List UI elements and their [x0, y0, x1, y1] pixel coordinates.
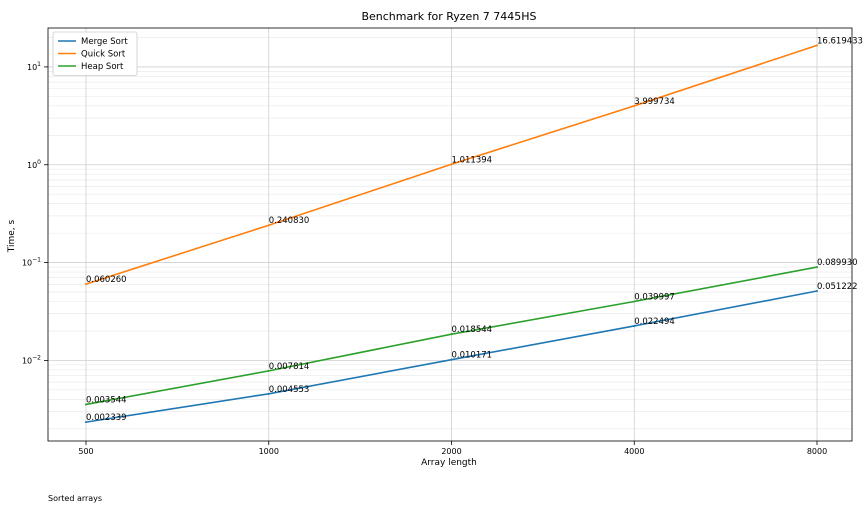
- x-tick-label: 2000: [441, 447, 461, 456]
- data-point: [450, 333, 453, 336]
- data-label: 0.089930: [817, 258, 858, 268]
- y-tick-label: 101: [27, 61, 41, 72]
- data-label: 0.051222: [817, 282, 858, 292]
- data-label: 0.039997: [634, 293, 675, 303]
- x-tick-label: 1000: [259, 447, 279, 456]
- data-point: [267, 392, 270, 395]
- data-point: [267, 369, 270, 372]
- data-point: [85, 421, 87, 424]
- x-tick-label: 500: [78, 447, 93, 456]
- x-axis-label: Array length: [421, 458, 477, 468]
- x-tick-label: 4000: [624, 447, 644, 456]
- data-label: 0.018544: [452, 325, 493, 335]
- data-point: [450, 163, 453, 166]
- data-point: [85, 283, 87, 286]
- y-tick-label: 10−2: [22, 354, 41, 365]
- x-tick-label: 8000: [807, 447, 827, 456]
- chart-title: Benchmark for Ryzen 7 7445HS: [361, 10, 536, 23]
- data-label: 0.004553: [269, 385, 310, 395]
- data-point: [450, 358, 453, 361]
- plot-area-frame: [47, 27, 853, 442]
- data-label: 3.999734: [634, 97, 675, 107]
- data-point: [816, 289, 818, 292]
- data-point: [816, 266, 818, 269]
- data-label: 1.011394: [452, 155, 493, 165]
- benchmark-chart: Benchmark for Ryzen 7 7445HS Array lengt…: [7, 10, 863, 468]
- y-tick-label: 100: [27, 159, 41, 170]
- data-label: 0.240830: [269, 216, 310, 226]
- footer-note: Sorted arrays: [48, 494, 103, 503]
- data-label: 0.002339: [86, 413, 127, 423]
- legend-entry: Heap Sort: [81, 62, 124, 72]
- y-axis-label: Time, s: [7, 219, 17, 253]
- data-label: 0.007814: [269, 362, 310, 372]
- legend-entry: Quick Sort: [81, 50, 126, 60]
- legend-entry: Merge Sort: [81, 37, 128, 47]
- data-point: [816, 44, 818, 47]
- legend-box: [52, 31, 138, 76]
- data-point: [633, 324, 636, 327]
- data-label: 16.619433: [817, 36, 863, 46]
- data-point: [85, 403, 87, 406]
- y-tick-label: 10−1: [22, 257, 41, 268]
- data-point: [267, 224, 270, 227]
- data-label: 0.003544: [86, 395, 127, 405]
- data-label: 0.060260: [86, 275, 127, 285]
- data-label: 0.010171: [452, 351, 493, 361]
- data-point: [633, 104, 636, 107]
- data-label: 0.022494: [634, 317, 675, 327]
- data-point: [633, 300, 636, 303]
